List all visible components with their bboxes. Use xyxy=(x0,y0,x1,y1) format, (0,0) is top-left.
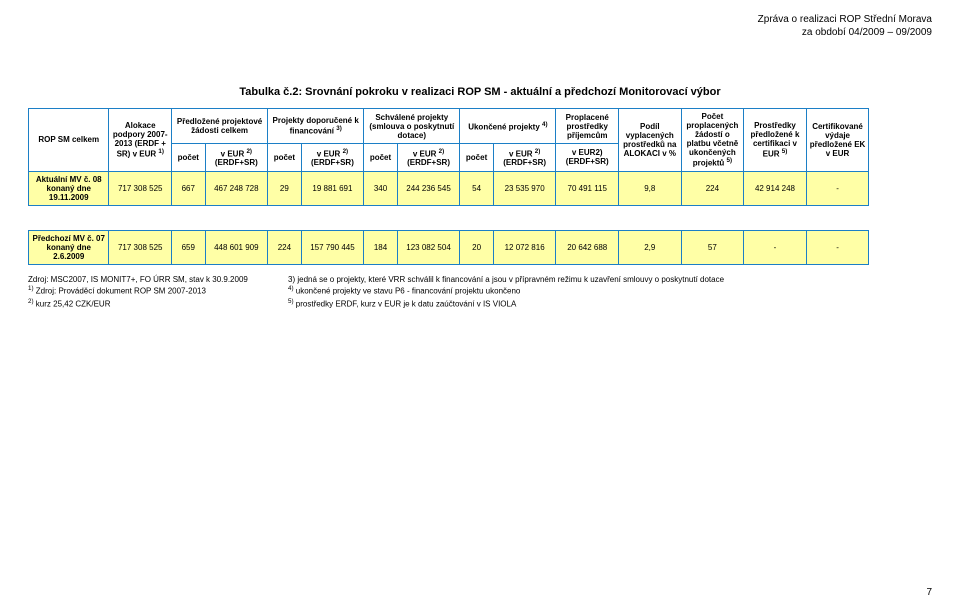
footnote-right-1: 4) ukončené projekty ve stavu P6 - finan… xyxy=(288,285,932,297)
cell: 224 xyxy=(268,230,302,264)
hdr-certifikaci: Prostředky předložené k certifikaci v EU… xyxy=(744,109,807,172)
sub-eur-4: v EUR 2) (ERDF+SR) xyxy=(493,144,556,172)
comparison-table: ROP SM celkem Alokace podpory 2007-2013 … xyxy=(28,108,932,265)
hdr-proplacene: Proplacené prostředky příjemcům xyxy=(556,109,619,144)
cell: 467 248 728 xyxy=(205,171,268,205)
header-row-1: ROP SM celkem Alokace podpory 2007-2013 … xyxy=(29,109,932,144)
hdr-pocet-zadosti: Počet proplacených žádostí o platbu včet… xyxy=(681,109,744,172)
header-line-2: za období 04/2009 – 09/2009 xyxy=(758,27,932,40)
header-line-1: Zpráva o realizaci ROP Střední Morava xyxy=(758,14,932,27)
sub-eur-1: v EUR 2) (ERDF+SR) xyxy=(205,144,268,172)
page-number: 7 xyxy=(926,587,932,598)
hdr-rop-sm: ROP SM celkem xyxy=(29,109,109,172)
cell: 20 642 688 xyxy=(556,230,619,264)
cell: 12 072 816 xyxy=(493,230,556,264)
cell: 717 308 525 xyxy=(109,171,172,205)
cell: 717 308 525 xyxy=(109,230,172,264)
cell: 57 xyxy=(681,230,744,264)
cell: 184 xyxy=(364,230,398,264)
hdr-alokace: Alokace podpory 2007-2013 (ERDF + SR) v … xyxy=(109,109,172,172)
footnote-left-0: Zdroj: MSC2007, IS MONIT7+, FO ÚRR SM, s… xyxy=(28,275,288,286)
cell: - xyxy=(806,171,869,205)
cell: 29 xyxy=(268,171,302,205)
cell: 244 236 545 xyxy=(397,171,460,205)
table-row: Aktuální MV č. 08 konaný dne 19.11.20097… xyxy=(29,171,932,205)
hdr-doporucene: Projekty doporučené k financování 3) xyxy=(268,109,364,144)
cell: - xyxy=(744,230,807,264)
table-body: Aktuální MV č. 08 konaný dne 19.11.20097… xyxy=(29,171,932,264)
sub-pocet-1: počet xyxy=(172,144,206,172)
sub-eur-2: v EUR 2) (ERDF+SR) xyxy=(301,144,364,172)
footnote-left-1: 1) Zdroj: Prováděcí dokument ROP SM 2007… xyxy=(28,285,288,297)
cell: 340 xyxy=(364,171,398,205)
cell: 70 491 115 xyxy=(556,171,619,205)
cell: 224 xyxy=(681,171,744,205)
hdr-schvalene: Schválené projekty (smlouva o poskytnutí… xyxy=(364,109,460,144)
footnote-right-2: 5) prostředky ERDF, kurz v EUR je k datu… xyxy=(288,298,932,310)
hdr-predlozene: Předložené projektové žádosti celkem xyxy=(172,109,268,144)
cell: 9,8 xyxy=(619,171,682,205)
sub-pocet-3: počet xyxy=(364,144,398,172)
cell: 659 xyxy=(172,230,206,264)
cell: 54 xyxy=(460,171,494,205)
footnote-right-0: 3) jedná se o projekty, které VRR schvál… xyxy=(288,275,932,286)
sub-pocet-4: počet xyxy=(460,144,494,172)
sub-eur-proplacene: v EUR2) (ERDF+SR) xyxy=(556,144,619,172)
footnote-left-2: 2) kurz 25,42 CZK/EUR xyxy=(28,298,288,310)
doc-header: Zpráva o realizaci ROP Střední Morava za… xyxy=(758,14,932,39)
cell: 157 790 445 xyxy=(301,230,364,264)
cell: - xyxy=(806,230,869,264)
cell: 23 535 970 xyxy=(493,171,556,205)
sub-pocet-2: počet xyxy=(268,144,302,172)
sub-eur-3: v EUR 2) (ERDF+SR) xyxy=(397,144,460,172)
row-label: Předchozí MV č. 07 konaný dne 2.6.2009 xyxy=(29,230,109,264)
page: Zpráva o realizaci ROP Střední Morava za… xyxy=(0,0,960,610)
cell: 667 xyxy=(172,171,206,205)
cell: 42 914 248 xyxy=(744,171,807,205)
footnotes: Zdroj: MSC2007, IS MONIT7+, FO ÚRR SM, s… xyxy=(28,275,932,311)
hdr-podil: Podíl vyplacených prostředků na ALOKACI … xyxy=(619,109,682,172)
cell: 19 881 691 xyxy=(301,171,364,205)
row-label: Aktuální MV č. 08 konaný dne 19.11.2009 xyxy=(29,171,109,205)
cell: 20 xyxy=(460,230,494,264)
table-title: Tabulka č.2: Srovnání pokroku v realizac… xyxy=(28,86,932,98)
cell: 448 601 909 xyxy=(205,230,268,264)
hdr-certifikovane: Certifikované výdaje předložené EK v EUR xyxy=(806,109,869,172)
hdr-ukoncene: Ukončené projekty 4) xyxy=(460,109,556,144)
cell: 123 082 504 xyxy=(397,230,460,264)
table-row: Předchozí MV č. 07 konaný dne 2.6.200971… xyxy=(29,230,932,264)
cell: 2,9 xyxy=(619,230,682,264)
